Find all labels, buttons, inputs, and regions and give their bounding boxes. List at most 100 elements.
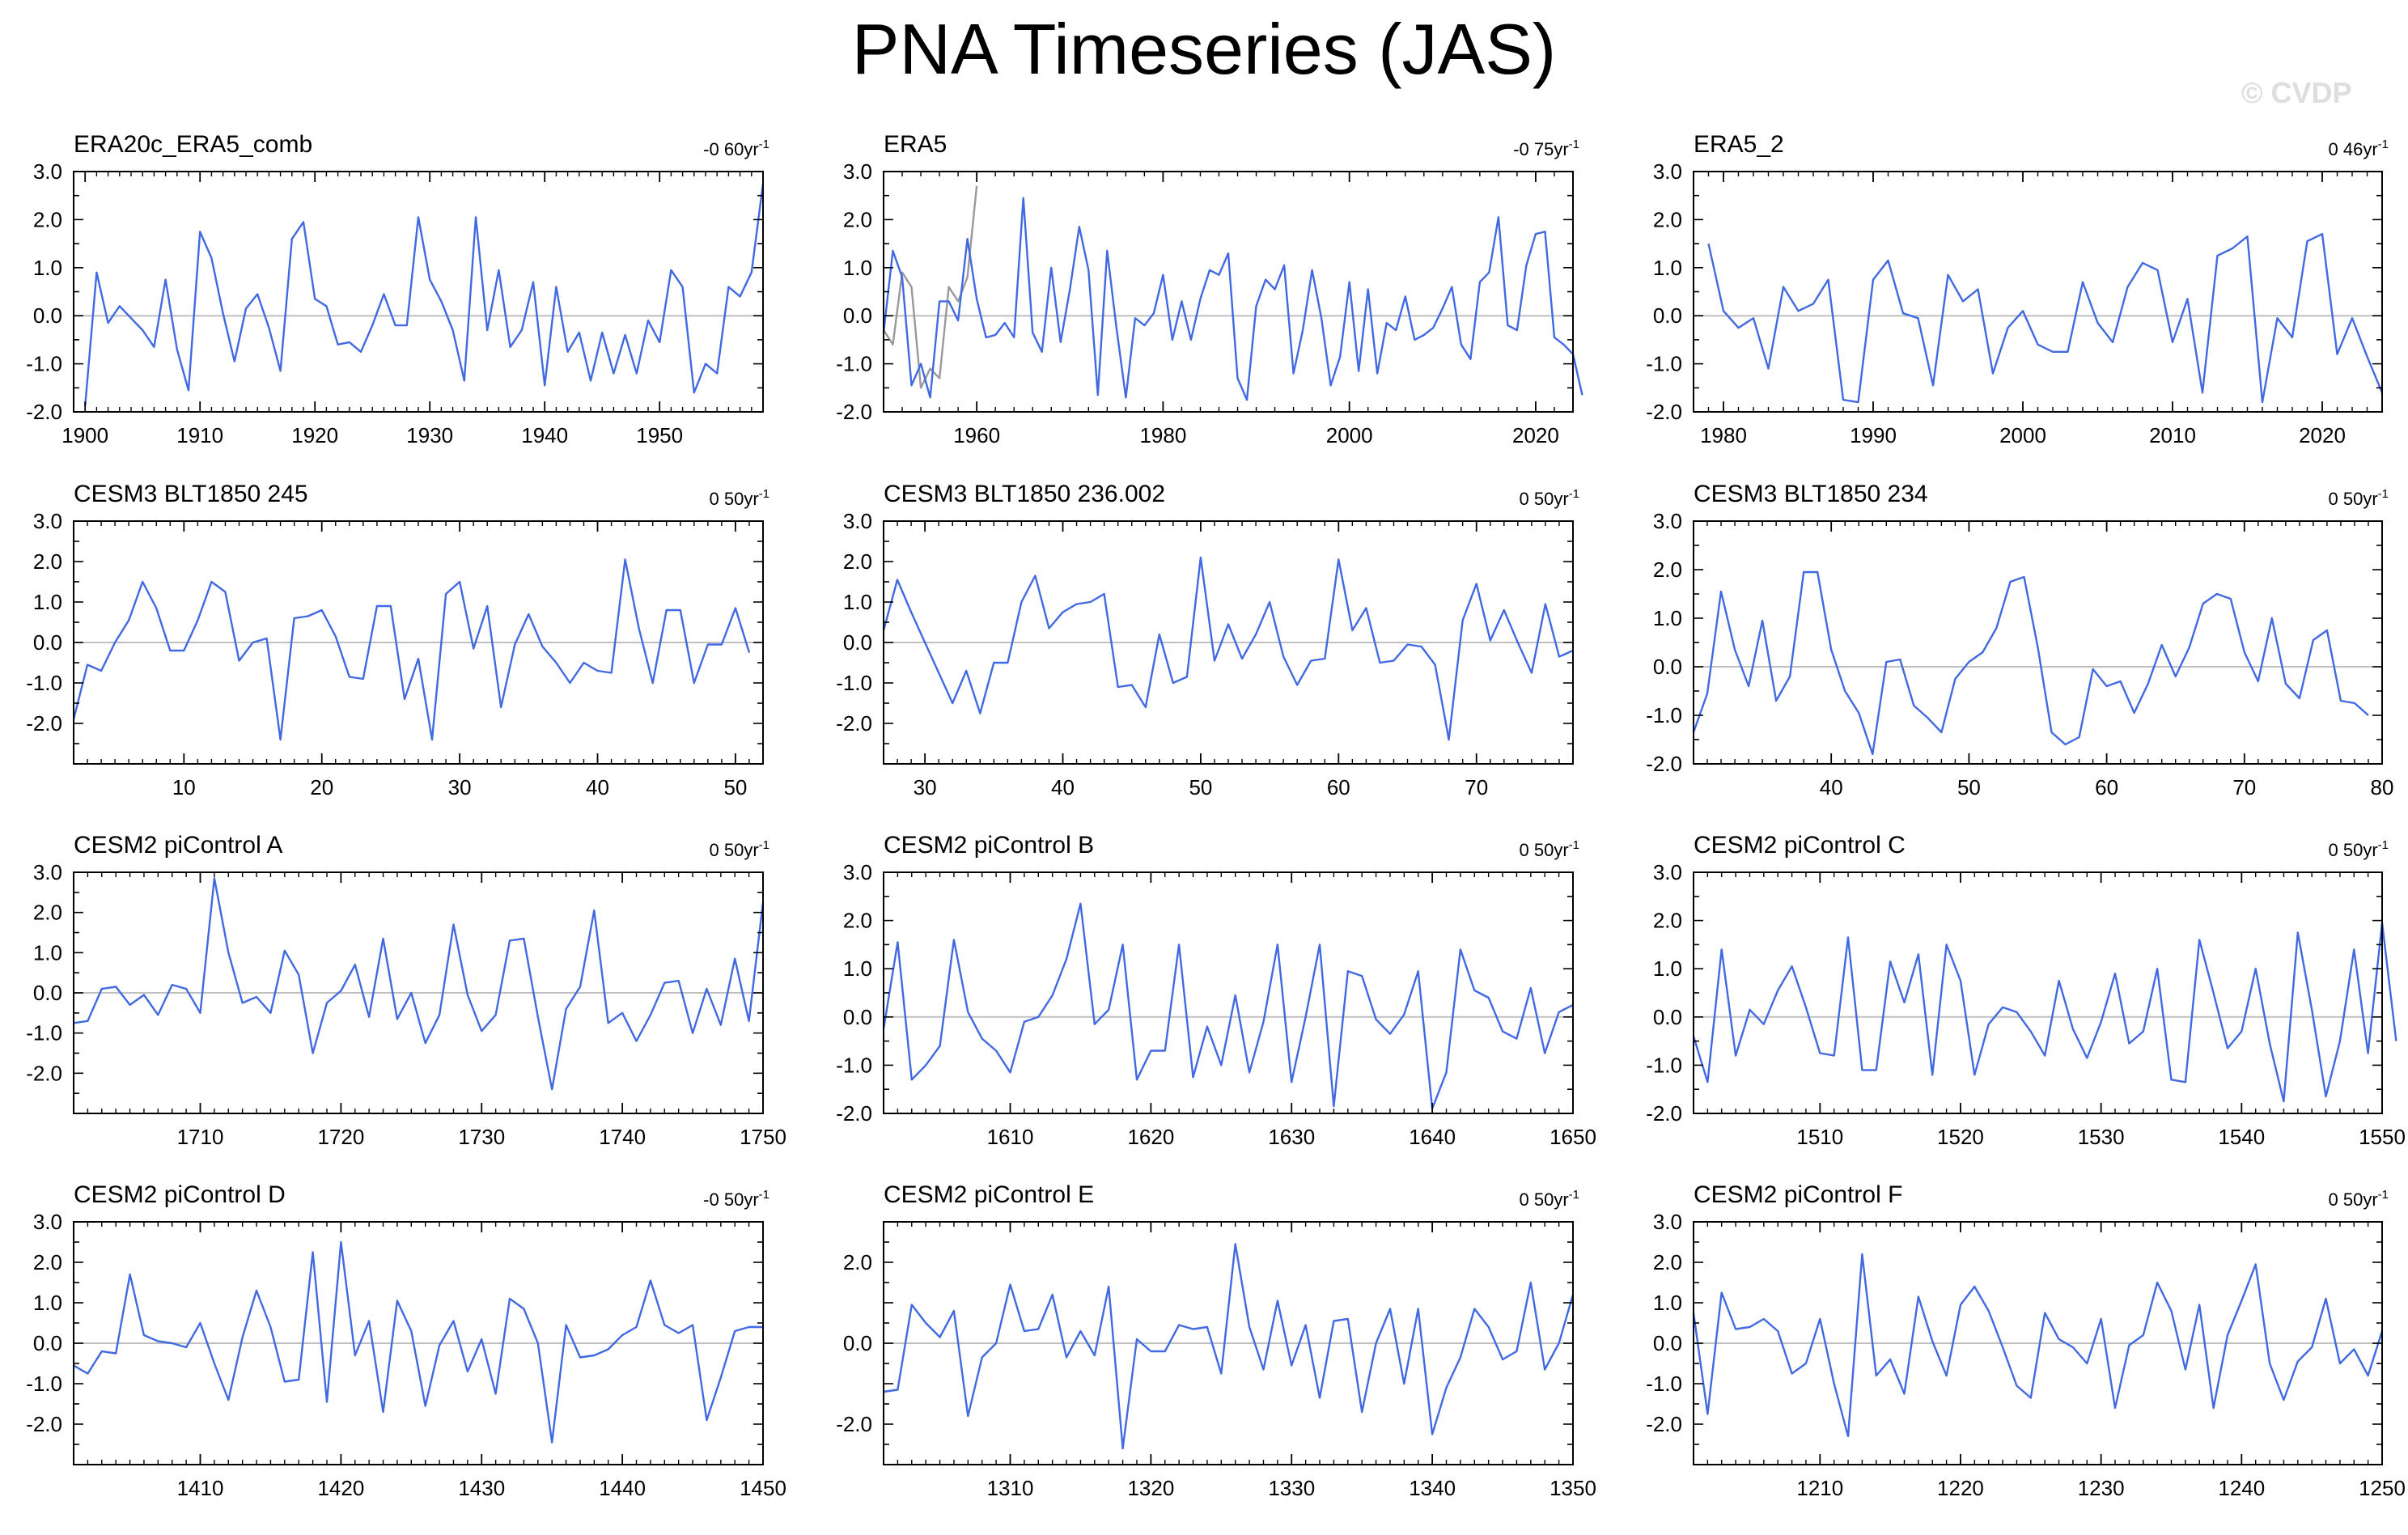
x-tick-label: 70 (1465, 775, 1488, 799)
x-tick-label: 70 (2232, 775, 2256, 799)
y-tick-label: -2.0 (1646, 400, 1682, 424)
x-tick-label: 1210 (1796, 1476, 1843, 1500)
page-title: PNA Timeseries (JAS) (851, 9, 1557, 89)
y-tick-label: 0.0 (843, 303, 872, 328)
x-tick-label: 30 (448, 775, 472, 799)
x-tick-label: 60 (1327, 775, 1350, 799)
x-tick-label: 1550 (2359, 1125, 2406, 1149)
x-tick-label: 1920 (291, 423, 338, 447)
series-line (73, 877, 765, 1091)
trend-label: 0 50yr-1 (1520, 1188, 1580, 1210)
y-tick-label: 3.0 (1653, 1210, 1682, 1234)
y-tick-label: -1.0 (1646, 352, 1682, 376)
x-tick-label: 1940 (521, 423, 568, 447)
y-tick-label: 1.0 (33, 940, 62, 965)
panel-9: CESM2 piControl C 0 50yr-1 -2.0 -1.0 0.0 1.0 2… (1646, 832, 2406, 1149)
y-tick-label: 1.0 (843, 590, 872, 614)
y-tick-label: 0.0 (843, 630, 872, 655)
y-tick-label: 0.0 (33, 981, 62, 1005)
x-tick-label: 1750 (740, 1125, 786, 1149)
panel-title: CESM2 piControl B (884, 832, 1094, 859)
x-tick-label: 1350 (1550, 1476, 1596, 1500)
y-tick-label: 0.0 (33, 1331, 62, 1355)
x-tick-label: 1720 (317, 1125, 364, 1149)
x-tick-label: 1250 (2359, 1476, 2406, 1500)
series-line (882, 197, 1583, 401)
series-line (882, 902, 1574, 1110)
panel-10: CESM2 piControl D -0 50yr-1 -2.0 -1.0 0.0 1.0… (26, 1181, 786, 1500)
x-tick-label: 1640 (1409, 1125, 1456, 1149)
x-tick-label: 60 (2095, 775, 2118, 799)
y-tick-label: -2.0 (26, 1061, 62, 1085)
plot-frame (883, 871, 1574, 1114)
x-tick-label: 1530 (2078, 1125, 2125, 1149)
y-tick-label: 2.0 (843, 909, 872, 933)
panel-6: CESM3 BLT1850 234 0 50yr-1 -2.0 -1.0 0.0 1.0 2… (1646, 481, 2393, 799)
x-tick-label: 2000 (1999, 423, 2046, 447)
y-tick-label: 1.0 (843, 956, 872, 981)
trend-label: 0 50yr-1 (1520, 838, 1580, 860)
panel-1: ERA20c_ERA5_comb -0 60yr-1 -2.0 -1.0 0.0 1.0 2… (26, 131, 769, 447)
y-tick-label: 3.0 (843, 159, 872, 184)
series-line (883, 1243, 1575, 1450)
x-tick-label: 1420 (317, 1476, 364, 1500)
panel-title: CESM3 BLT1850 234 (1694, 481, 1928, 507)
y-tick-label: 0.0 (33, 630, 62, 655)
x-tick-label: 1240 (2218, 1476, 2265, 1500)
x-tick-label: 1430 (458, 1476, 505, 1500)
x-tick-label: 50 (723, 775, 747, 799)
x-tick-label: 40 (1051, 775, 1075, 799)
x-tick-label: 80 (2371, 775, 2394, 799)
trend-label: -0 60yr-1 (703, 138, 769, 159)
y-tick-label: -1.0 (836, 352, 872, 376)
y-tick-label: 1.0 (1653, 256, 1682, 280)
y-tick-label: 2.0 (1653, 1250, 1682, 1274)
panel-title: ERA5 (884, 131, 947, 158)
y-tick-label: -1.0 (1646, 1372, 1682, 1396)
panel-7: CESM2 piControl A 0 50yr-1 -2.0 -1.0 0.0 1.0 2… (26, 832, 786, 1149)
x-tick-label: 1310 (987, 1476, 1034, 1500)
panel-3: ERA5_2 0 46yr-1 -2.0 -1.0 0.0 1.0 2.0 3.0 1980 19… (1646, 131, 2389, 447)
y-tick-label: -2.0 (1646, 752, 1682, 776)
x-tick-label: 50 (1957, 775, 1981, 799)
trend-label: -0 75yr-1 (1513, 138, 1579, 159)
x-tick-label: 20 (310, 775, 333, 799)
x-tick-label: 1330 (1268, 1476, 1315, 1500)
x-tick-label: 1230 (2078, 1476, 2125, 1500)
y-tick-label: -2.0 (836, 1101, 872, 1126)
panel-12: CESM2 piControl F 0 50yr-1 -2.0 -1.0 0.0 1.0 2… (1646, 1181, 2406, 1500)
y-tick-label: -1.0 (26, 1372, 62, 1396)
panel-title: CESM3 BLT1850 245 (74, 481, 308, 507)
y-tick-label: 3.0 (33, 1210, 62, 1234)
y-tick-label: 3.0 (1653, 159, 1682, 184)
x-tick-label: 1740 (599, 1125, 646, 1149)
y-tick-label: 3.0 (33, 860, 62, 884)
series-line (1692, 922, 2397, 1103)
y-tick-label: 2.0 (843, 207, 872, 231)
y-tick-label: 1.0 (1653, 1291, 1682, 1315)
trend-label: 0 46yr-1 (2329, 138, 2389, 159)
series-line (1707, 233, 2384, 404)
x-tick-label: 1980 (1700, 423, 1747, 447)
x-tick-label: 1990 (1850, 423, 1897, 447)
y-tick-label: 2.0 (1653, 558, 1682, 582)
series-line (882, 556, 1574, 741)
y-tick-label: 2.0 (33, 549, 62, 574)
y-tick-label: 2.0 (33, 207, 62, 231)
plot-frame (1693, 171, 2383, 413)
y-tick-label: 0.0 (1653, 655, 1682, 679)
y-tick-label: 2.0 (1653, 207, 1682, 231)
panel-title: CESM2 piControl E (884, 1181, 1094, 1208)
y-tick-label: -1.0 (26, 352, 62, 376)
y-tick-label: 1.0 (1653, 956, 1682, 981)
x-tick-label: 1910 (176, 423, 223, 447)
plot-frame (883, 171, 1574, 413)
y-tick-label: 0.0 (1653, 303, 1682, 328)
y-tick-label: 3.0 (843, 509, 872, 533)
y-tick-label: 3.0 (1653, 509, 1682, 533)
y-tick-label: -2.0 (26, 711, 62, 736)
x-tick-label: 40 (586, 775, 609, 799)
x-tick-label: 1540 (2218, 1125, 2265, 1149)
x-tick-label: 2020 (1512, 423, 1559, 447)
